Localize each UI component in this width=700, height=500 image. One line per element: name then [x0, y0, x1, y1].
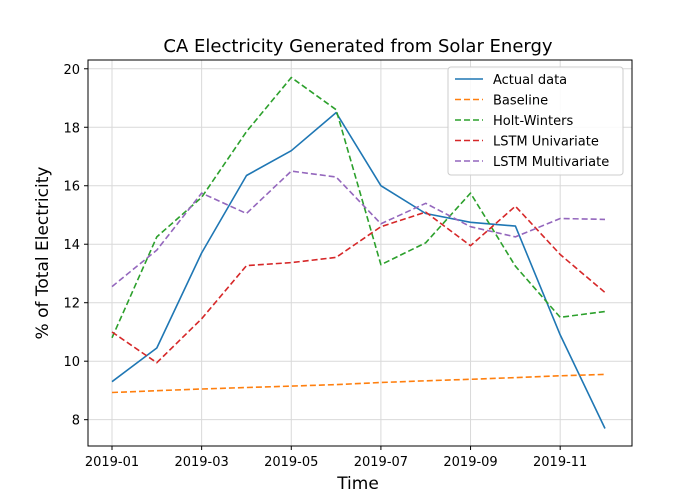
- x-tick-label: 2019-05: [264, 455, 318, 470]
- series-line-baseline: [111, 373, 606, 394]
- legend-label: Actual data: [493, 73, 567, 88]
- y-tick-label: 20: [63, 63, 80, 78]
- legend-label: LSTM Multivariate: [493, 155, 609, 170]
- x-tick-label: 2019-07: [354, 455, 408, 470]
- series-lines: [111, 76, 606, 429]
- y-tick-label: 10: [63, 355, 80, 370]
- x-axis-ticks: 2019-01 2019-03 2019-05 2019-07 2019-09 2019-…: [85, 446, 587, 470]
- series-line-lstm-multivariate: [111, 170, 606, 288]
- series-line-actual-data: [111, 111, 606, 429]
- legend-label: Holt-Winters: [493, 114, 573, 129]
- x-tick-label: 2019-01: [85, 455, 139, 470]
- y-tick-label: 18: [63, 121, 80, 136]
- y-tick-label: 14: [63, 238, 80, 253]
- y-tick-label: 8: [72, 414, 80, 429]
- legend-label: LSTM Univariate: [493, 135, 599, 150]
- y-tick-label: 12: [63, 297, 80, 312]
- y-tick-label: 16: [63, 180, 80, 195]
- series-line-holt-winters: [111, 76, 606, 339]
- y-axis-ticks: 8 10 12 14 16 18 20: [63, 63, 88, 429]
- legend-label: Baseline: [493, 94, 548, 109]
- legend: Actual data Baseline Holt-Winters LSTM Univ…: [447, 66, 624, 176]
- x-tick-label: 2019-11: [533, 455, 587, 470]
- chart-title: CA Electricity Generated from Solar Ener…: [163, 36, 553, 57]
- x-tick-label: 2019-09: [443, 455, 497, 470]
- plot-frame: [87, 59, 633, 447]
- legend-box: [447, 66, 624, 176]
- x-tick-label: 2019-03: [174, 455, 228, 470]
- y-axis-label: % of Total Electricity: [33, 167, 53, 340]
- x-axis-label: Time: [336, 474, 379, 494]
- series-line-lstm-univariate: [111, 205, 606, 364]
